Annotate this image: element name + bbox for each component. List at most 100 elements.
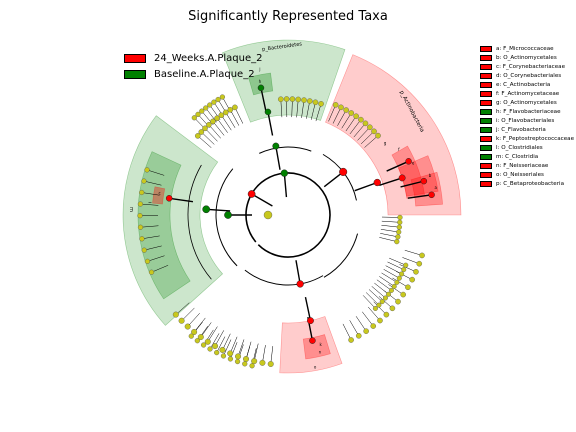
clade-label-n: n xyxy=(319,349,322,354)
edge-lower-right-12 xyxy=(402,257,420,264)
clade-label-e: e xyxy=(412,160,415,165)
node-lower-right-inner-6 xyxy=(391,283,397,289)
edge-lower-left-outer-6 xyxy=(230,342,238,360)
edge-enriched-0 xyxy=(251,193,273,207)
backbone-arc-0 xyxy=(245,172,331,258)
node-lower-right-1 xyxy=(355,333,362,339)
node-enriched-2 xyxy=(373,178,381,187)
edge-upper-right-9 xyxy=(328,104,336,122)
edge-enriched-14 xyxy=(260,87,267,112)
node-upper-right-4 xyxy=(358,116,364,123)
node-left-outer-8 xyxy=(144,258,151,264)
taxa-key-label: f: F_Actinomycetaceae xyxy=(496,90,560,97)
node-upper-left-4 xyxy=(214,115,220,122)
edge-right-0 xyxy=(379,237,397,242)
taxa-key-label: a: F_Micrococcaceae xyxy=(496,45,554,52)
node-lower-left-6 xyxy=(212,343,219,350)
edge-enriched-5 xyxy=(407,194,432,199)
edge-upper-left-7 xyxy=(204,128,218,142)
node-lower-left-outer-3 xyxy=(207,346,213,352)
node-enriched-14 xyxy=(257,84,265,92)
edge-upper-right-7 xyxy=(337,109,347,126)
node-lower-right-9 xyxy=(405,284,411,291)
taxa-key-label: k: F_Peptostreptococcaceae xyxy=(496,135,575,142)
taxa-key-entry: k: F_Peptostreptococcaceae xyxy=(480,134,574,143)
cladogram-edges xyxy=(140,87,432,366)
node-upper-left-1 xyxy=(227,106,234,113)
node-left-outer-1 xyxy=(141,178,147,184)
taxa-key-legend: a: F_Micrococcaceae b: O_Actinomycetales c… xyxy=(480,44,574,188)
node-lower-right-inner-5 xyxy=(388,287,394,293)
edge-lower-right-11 xyxy=(399,264,417,273)
taxa-key-swatch xyxy=(480,135,492,142)
edge-upper-left-8 xyxy=(201,131,215,145)
node-lower-right-inner-0 xyxy=(372,305,378,311)
node-lower-right-10 xyxy=(409,276,415,283)
node-left-outer-3 xyxy=(137,201,144,207)
taxa-key-entry: j: C_Flavobacteria xyxy=(480,125,574,134)
edge-upper-right-4 xyxy=(349,119,362,135)
edge-lower-right-inner-2 xyxy=(368,289,383,302)
taxa-key-entry: p: C_Betaproteobacteria xyxy=(480,179,574,188)
node-lower-left-8 xyxy=(227,350,234,357)
node-top-2 xyxy=(306,98,313,104)
node-lower-right-5 xyxy=(383,311,390,318)
node-lower-left-4 xyxy=(197,334,204,341)
taxa-key-label: j: C_Flavobacteria xyxy=(496,126,546,133)
backbone-arc-5 xyxy=(259,146,312,154)
node-lower-left-outer-1 xyxy=(194,338,200,344)
taxa-key-swatch xyxy=(480,54,492,61)
node-enriched-15 xyxy=(224,211,232,219)
clade-label-o: o xyxy=(314,365,317,370)
node-enriched-4 xyxy=(420,177,428,185)
edge-lower-right-inner-5 xyxy=(376,279,392,291)
edge-upper-right-5 xyxy=(345,116,357,132)
edge-lower-right-inner-10 xyxy=(387,261,404,270)
edge-upper-left-2 xyxy=(225,112,236,128)
node-top-7 xyxy=(277,96,284,103)
taxa-key-entry: m: C_Clostridia xyxy=(480,152,574,161)
node-upper-left-outer-4 xyxy=(203,105,209,111)
node-top-5 xyxy=(289,96,296,102)
edge-upper-right-6 xyxy=(341,112,352,129)
edge-right-1 xyxy=(380,233,398,238)
edge-enriched-6 xyxy=(386,160,409,172)
node-lower-left-outer-8 xyxy=(242,361,248,367)
node-lower-left-11 xyxy=(251,358,258,365)
clade-shades xyxy=(122,39,462,374)
node-lower-left-outer-6 xyxy=(227,356,234,362)
edge-enriched-2 xyxy=(354,181,378,192)
edge-lower-left-0 xyxy=(175,302,190,315)
edge-lower-right-inner-6 xyxy=(379,276,395,287)
edge-lower-right-13 xyxy=(404,249,423,256)
taxa-key-label: c: F_Corynebacteriaceae xyxy=(496,63,566,70)
node-enriched-11 xyxy=(280,169,288,177)
node-upper-left-3 xyxy=(218,112,225,119)
node-lower-right-13 xyxy=(419,252,425,259)
node-lower-right-inner-3 xyxy=(382,295,388,301)
edge-lower-left-3 xyxy=(193,317,206,333)
taxa-key-label: i: O_Flavobacteriales xyxy=(496,117,555,124)
cladogram-nodes xyxy=(137,84,435,369)
backbone-arc-6 xyxy=(187,164,212,280)
node-upper-left-7 xyxy=(202,125,208,132)
node-lower-right-inner-1 xyxy=(376,302,382,308)
taxa-key-entry: e: C_Actinobacteria xyxy=(480,80,574,89)
node-lower-right-4 xyxy=(377,317,383,324)
edge-lower-left-9 xyxy=(237,339,245,357)
node-lower-left-7 xyxy=(219,346,226,353)
edge-lower-right-2 xyxy=(355,316,367,332)
edge-enriched-10 xyxy=(169,197,194,203)
taxa-key-swatch xyxy=(480,90,492,97)
edge-enriched-3 xyxy=(379,177,403,187)
node-lower-right-inner-7 xyxy=(394,279,400,285)
taxa-key-swatch xyxy=(480,144,492,151)
edge-left-outer-6 xyxy=(141,235,160,240)
legend-swatch-24-weeks xyxy=(124,53,146,63)
edge-lower-right-0 xyxy=(342,323,352,341)
page-title: Significantly Represented Taxa xyxy=(188,9,388,24)
node-left-outer-2 xyxy=(139,189,145,196)
node-lower-left-5 xyxy=(204,338,211,345)
taxa-key-entry: l: O_Clostridiales xyxy=(480,143,574,152)
taxa-key-swatch xyxy=(480,126,492,133)
